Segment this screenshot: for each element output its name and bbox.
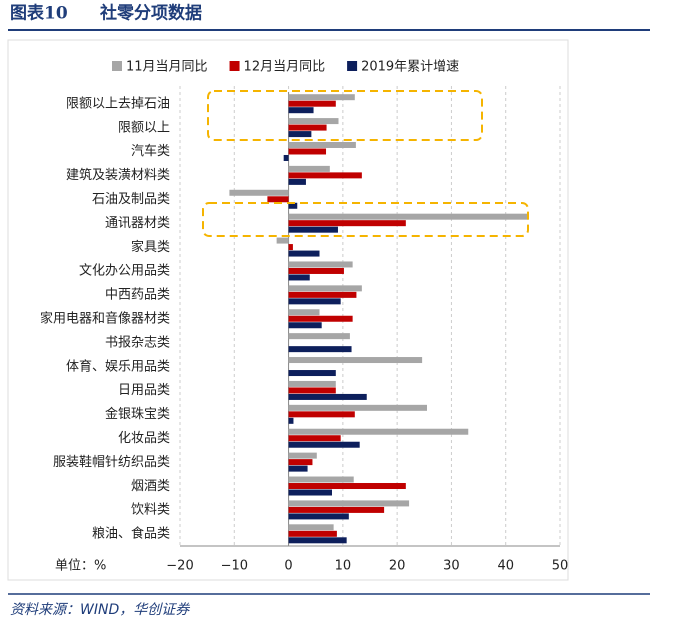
bar [288, 267, 344, 274]
bar [288, 476, 354, 483]
chart-frame [7, 39, 569, 581]
x-tick-label: 30 [443, 559, 460, 574]
legend-swatch [112, 61, 122, 71]
x-tick-label: 20 [389, 559, 406, 574]
bar [288, 131, 312, 138]
bar [288, 524, 334, 531]
bar [288, 435, 341, 442]
bar [288, 202, 298, 209]
bar [288, 370, 336, 377]
category-label: 书报杂志类 [105, 335, 170, 350]
category-label: 限额以上去掉石油 [66, 96, 170, 111]
title: 社零分项数据 [99, 3, 202, 24]
category-label: 石油及制品类 [92, 192, 170, 207]
legend-label: 11月当月同比 [126, 60, 208, 75]
bar [288, 500, 410, 507]
source: 资料来源：WIND，华创证券 [10, 602, 190, 618]
bar [288, 291, 357, 298]
category-label: 限额以上 [118, 120, 170, 135]
category-label: 日用品类 [118, 383, 170, 398]
bar [288, 380, 336, 387]
bar [276, 237, 289, 244]
bar [288, 322, 322, 329]
bar [288, 141, 356, 148]
bar [288, 244, 293, 251]
bar [288, 513, 349, 520]
bar [288, 465, 308, 472]
highlight-box [207, 90, 483, 141]
bar [288, 357, 423, 364]
bar [267, 196, 289, 203]
bar [288, 452, 317, 459]
bar [288, 506, 385, 513]
bar [288, 226, 338, 233]
bar [288, 315, 353, 322]
bar [288, 530, 337, 537]
category-label: 烟酒类 [131, 479, 170, 494]
bar [288, 483, 406, 490]
category-label: 服装鞋帽针纺织品类 [53, 454, 170, 470]
bar [288, 118, 339, 125]
bar [288, 387, 336, 394]
bar [288, 100, 336, 107]
bar [288, 441, 360, 448]
bar [288, 404, 427, 411]
bar [288, 124, 327, 131]
x-tick-label: 10 [335, 559, 352, 574]
category-label: 饮料类 [131, 503, 170, 518]
bar [288, 346, 352, 353]
bar [288, 172, 362, 179]
bar [288, 537, 347, 544]
legend-swatch [347, 61, 358, 71]
bar [288, 489, 332, 496]
category-label: 家用电器和音像器材类 [40, 311, 170, 327]
bar [288, 213, 529, 220]
category-label: 粮油、食品类 [92, 526, 170, 542]
x-tick-label: 50 [552, 559, 569, 574]
bar [288, 148, 327, 155]
bar [288, 94, 355, 101]
bar [288, 428, 469, 435]
bar [288, 393, 367, 400]
bar [288, 107, 314, 114]
x-tick-label: 0 [284, 559, 292, 574]
category-label: 建筑及装潢材料类 [66, 167, 170, 183]
bar [288, 220, 406, 227]
plot: −20 −10 0 10 20 30 40 50 单位：% 限额以上去掉石油限额以上汽车类建筑及装… [40, 60, 568, 574]
x-tick-label: −20 [166, 559, 193, 574]
bar [288, 274, 310, 281]
bar [288, 459, 313, 466]
category-label: 通讯器材类 [105, 216, 170, 231]
highlight-box [202, 202, 529, 237]
bar [288, 333, 350, 340]
title-label: 图表10 [10, 3, 68, 24]
bar [288, 261, 353, 268]
bar [288, 309, 320, 316]
category-label: 金银珠宝类 [105, 406, 170, 422]
x-tick-label: −10 [221, 559, 248, 574]
bar [288, 178, 306, 185]
bar [288, 411, 355, 418]
legend-swatch [229, 61, 240, 71]
category-label: 体育、娱乐用品类 [66, 358, 170, 374]
category-label: 汽车类 [131, 143, 170, 159]
bar [229, 189, 289, 196]
bar [288, 285, 362, 292]
bar [288, 250, 320, 257]
bar [283, 154, 289, 161]
legend-label: 2019年累计增速 [361, 60, 459, 75]
unit-label: 单位：% [55, 559, 106, 574]
x-tick-label: 40 [497, 559, 514, 574]
category-label: 化妆品类 [118, 431, 170, 446]
category-label: 文化办公用品类 [79, 264, 170, 279]
bar [288, 298, 341, 305]
category-label: 中西药品类 [105, 288, 170, 303]
legend-label: 12月当月同比 [244, 60, 326, 75]
bar [288, 417, 294, 424]
bar [288, 165, 330, 172]
category-label: 家具类 [131, 239, 170, 255]
